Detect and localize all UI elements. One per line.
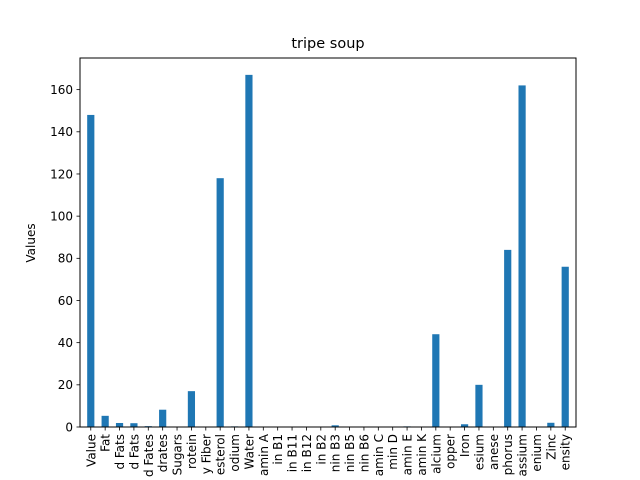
- plot-area-frame: [79, 57, 577, 428]
- x-tick-label: Fat: [99, 434, 113, 452]
- y-tick-label: 80: [58, 252, 73, 266]
- x-tick-label: phorus: [501, 434, 515, 475]
- y-tick-label: 140: [50, 125, 73, 139]
- bar: [432, 334, 440, 427]
- y-tick-label: 40: [58, 336, 73, 350]
- x-tick-label: Iron: [458, 434, 472, 457]
- x-tick-label: d Fats: [127, 434, 141, 470]
- x-tick-label: in B2: [314, 434, 328, 465]
- bar: [547, 422, 555, 427]
- bar: [130, 423, 138, 427]
- y-tick-label: 60: [58, 294, 73, 308]
- bar: [216, 178, 224, 427]
- x-tick-label: Water: [242, 434, 256, 470]
- bar: [518, 85, 526, 427]
- bar: [475, 384, 483, 427]
- x-tick-label: Sugars: [171, 434, 185, 475]
- x-tick-label: d Fates: [142, 434, 156, 477]
- x-axis-ticks: Value Fat d Fats d Fats d Fates drates Sugars r…: [84, 427, 573, 477]
- x-tick-label: nin B3: [329, 434, 343, 472]
- chart-title: tripe soup: [291, 36, 364, 52]
- x-tick-label: assium: [516, 434, 530, 477]
- y-axis-ticks: 0 20 40 60 80 100 120 140 160: [50, 83, 80, 434]
- x-tick-label: in B11: [286, 434, 300, 472]
- x-tick-label: enium: [530, 434, 544, 472]
- x-tick-label: nin B5: [343, 434, 357, 472]
- bar: [101, 415, 109, 427]
- x-tick-label: drates: [156, 434, 170, 472]
- bar: [159, 409, 167, 427]
- bar: [187, 391, 196, 427]
- x-tick-label: alcium: [429, 434, 443, 474]
- x-tick-label: ensity: [559, 434, 573, 470]
- y-tick-label: 0: [65, 420, 73, 434]
- bar: [460, 424, 469, 427]
- x-tick-label: amin C: [372, 434, 386, 476]
- bar: [245, 74, 253, 428]
- bar: [504, 249, 512, 427]
- bar: [115, 422, 124, 427]
- x-tick-label: esterol: [214, 434, 228, 475]
- x-tick-label: anese: [487, 434, 501, 470]
- x-tick-label: min D: [386, 434, 400, 470]
- x-tick-label: Zinc: [544, 434, 558, 460]
- bar: [87, 114, 95, 427]
- x-tick-label: esium: [472, 434, 486, 470]
- x-tick-label: amin E: [401, 434, 415, 475]
- y-tick-label: 120: [50, 167, 73, 181]
- y-axis-label: Values: [24, 223, 38, 262]
- bar: [331, 425, 339, 427]
- x-tick-label: y Fiber: [199, 434, 213, 474]
- bar: [561, 266, 569, 427]
- y-tick-label: 160: [50, 83, 73, 97]
- x-tick-label: opper: [444, 434, 458, 469]
- x-tick-label: in B1: [271, 434, 285, 465]
- x-tick-label: in B12: [300, 434, 314, 472]
- x-tick-label: nin B6: [357, 434, 371, 472]
- x-tick-label: amin K: [415, 433, 429, 476]
- x-tick-label: Value: [84, 434, 98, 467]
- x-tick-label: d Fats: [113, 434, 127, 470]
- y-tick-label: 100: [50, 209, 73, 223]
- x-tick-label: rotein: [185, 434, 199, 469]
- x-tick-label: amin A: [257, 433, 271, 476]
- x-tick-label: odium: [228, 434, 242, 472]
- bars-group: [87, 74, 569, 428]
- y-tick-label: 20: [58, 378, 73, 392]
